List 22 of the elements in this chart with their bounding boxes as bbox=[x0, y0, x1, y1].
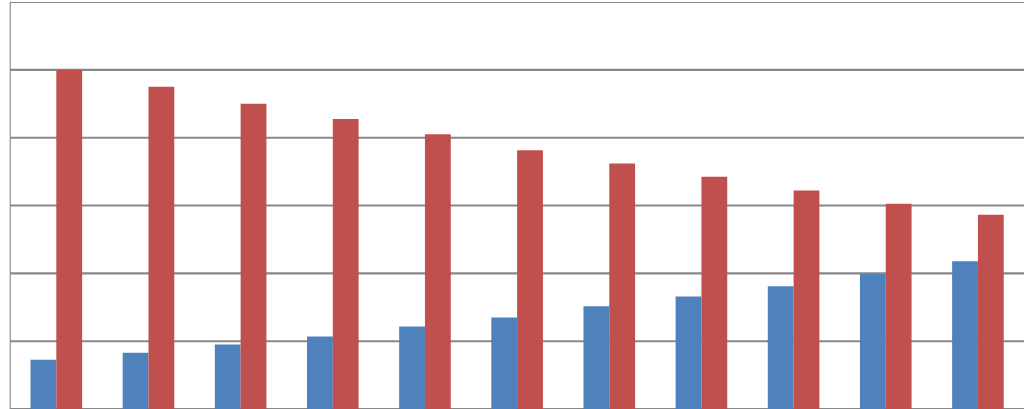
bar bbox=[424, 134, 451, 409]
bar bbox=[307, 336, 333, 409]
bar bbox=[214, 344, 241, 409]
bar bbox=[767, 286, 794, 409]
bar bbox=[675, 296, 702, 409]
bar bbox=[491, 317, 518, 409]
bar bbox=[56, 69, 83, 409]
bar bbox=[332, 119, 359, 409]
bar bbox=[30, 359, 57, 409]
bar bbox=[609, 163, 636, 409]
bar bbox=[977, 214, 1004, 409]
bar bbox=[583, 306, 610, 409]
bar bbox=[885, 203, 912, 409]
bar bbox=[148, 86, 175, 409]
bar bbox=[793, 190, 820, 409]
bar bbox=[399, 326, 425, 409]
bar bbox=[122, 352, 149, 409]
bar bbox=[952, 261, 978, 409]
bar bbox=[240, 103, 267, 409]
bar bbox=[517, 150, 543, 409]
bar bbox=[701, 176, 728, 409]
bar bbox=[859, 274, 886, 409]
